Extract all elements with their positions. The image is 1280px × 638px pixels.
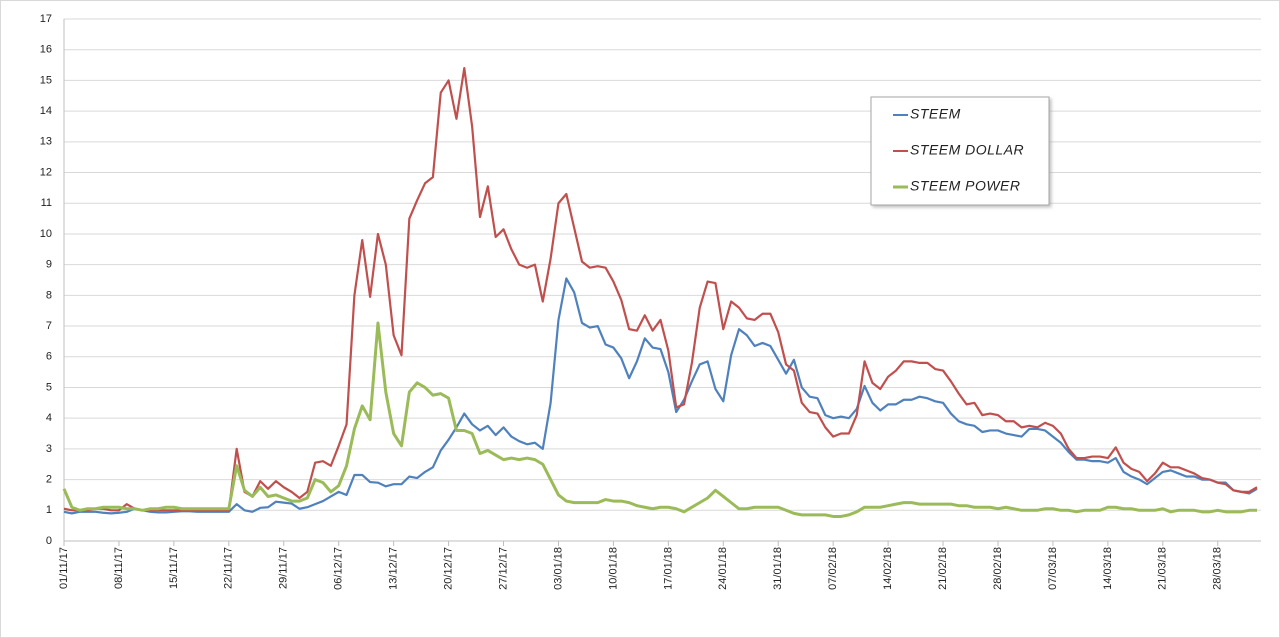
x-tick-label: 28/02/18 [992, 547, 1004, 590]
y-tick-label: 0 [46, 535, 52, 547]
x-tick-label: 08/11/17 [113, 547, 125, 589]
y-tick-label: 16 [40, 44, 52, 56]
x-tick-label: 03/01/18 [552, 547, 564, 590]
y-tick-label: 3 [46, 443, 52, 455]
y-tick-label: 14 [40, 105, 52, 117]
y-tick-label: 13 [40, 136, 52, 148]
y-tick-label: 4 [46, 412, 52, 424]
x-tick-label: 24/01/18 [717, 547, 729, 590]
y-tick-label: 6 [46, 351, 52, 363]
series-line [63, 277, 1258, 515]
x-tick-label: 21/02/18 [937, 547, 949, 590]
y-tick-label: 7 [46, 320, 52, 332]
x-tick-label: 07/02/18 [827, 547, 839, 590]
y-tick-label: 2 [46, 473, 52, 485]
x-tick-label: 01/11/17 [58, 547, 70, 589]
x-tick-label: 15/11/17 [168, 547, 180, 589]
x-tick-label: 29/11/17 [278, 547, 290, 589]
legend: STEEM STEEM DOLLAR STEEM POWER [870, 96, 1050, 206]
x-tick-label: 13/12/17 [388, 547, 400, 590]
x-tick-label: 17/01/18 [662, 547, 674, 590]
series-line [62, 321, 1257, 518]
legend-label: STEEM [910, 106, 961, 122]
y-tick-label: 15 [40, 74, 52, 86]
x-tick-label: 10/01/18 [607, 547, 619, 590]
x-tick-label: 14/02/18 [882, 547, 894, 590]
y-tick-label: 12 [40, 166, 52, 178]
y-tick-label: 5 [46, 381, 52, 393]
legend-label: STEEM POWER [910, 178, 1021, 194]
y-tick-label: 9 [46, 259, 52, 271]
x-tick-label: 28/03/18 [1212, 547, 1224, 590]
x-tick-label: 14/03/18 [1102, 547, 1114, 590]
x-tick-label: 22/11/17 [223, 547, 235, 589]
x-tick-label: 06/12/17 [333, 547, 345, 590]
y-tick-label: 8 [46, 289, 52, 301]
y-tick-label: 1 [46, 504, 52, 516]
x-tick-label: 27/12/17 [497, 547, 509, 590]
x-tick-label: 20/12/17 [442, 547, 454, 590]
y-tick-label: 11 [41, 197, 52, 209]
series-line [63, 67, 1258, 512]
x-tick-label: 07/03/18 [1047, 547, 1059, 590]
y-tick-label: 17 [40, 13, 52, 25]
y-tick-label: 10 [40, 228, 52, 240]
legend-label: STEEM DOLLAR [910, 142, 1024, 158]
x-tick-label: 21/03/18 [1157, 547, 1169, 590]
x-tick-label: 31/01/18 [772, 547, 784, 590]
